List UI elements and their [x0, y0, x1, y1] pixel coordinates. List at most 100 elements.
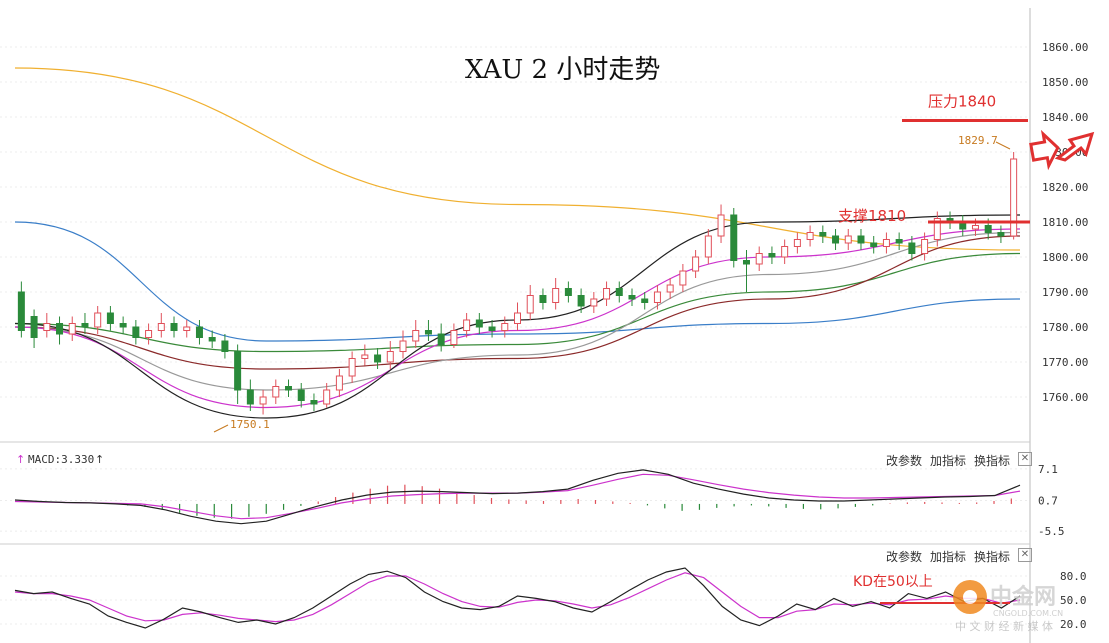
macd-lines	[14, 469, 1021, 525]
cngold-logo: 中金网 CNGOLD.COM.CN 中 文 财 经 新 媒 体	[953, 580, 1063, 633]
ma-line	[14, 235, 1021, 370]
macd-add-indicator-button[interactable]: 加指标	[930, 454, 967, 468]
candle-body	[450, 330, 458, 345]
candle-body	[603, 288, 611, 300]
candle-body	[984, 225, 992, 233]
candle-body	[221, 340, 229, 352]
candle-body	[399, 340, 407, 352]
macd-up-arrow-icon: ↑	[16, 453, 25, 466]
candle-body	[755, 253, 763, 265]
candle-body	[1010, 158, 1018, 237]
candle-body	[208, 337, 216, 342]
svg-text:CNGOLD.COM.CN: CNGOLD.COM.CN	[993, 609, 1063, 618]
candle-body	[17, 291, 25, 331]
candle-body	[768, 253, 776, 258]
low-price-pointer	[213, 424, 229, 433]
kd-k-line	[14, 567, 1021, 629]
candle-body	[106, 312, 114, 324]
candle-body	[921, 239, 929, 254]
macd-tick-label: -5.5	[1038, 525, 1065, 538]
price-tick-label: 1840.00	[1042, 111, 1088, 124]
price-tick-label: 1770.00	[1042, 356, 1088, 369]
chart-title: XAU 2 小时走势	[465, 55, 660, 85]
kd-add-indicator-button[interactable]: 加指标	[930, 550, 967, 564]
candle-body	[692, 256, 700, 272]
candle-body	[908, 242, 916, 254]
macd-params-button[interactable]: 改参数	[886, 454, 923, 468]
candle-body	[971, 225, 979, 230]
kd-d-line	[14, 572, 1021, 623]
candle-body	[577, 295, 585, 307]
kd-swap-indicator-button[interactable]: 换指标	[974, 550, 1011, 564]
candle-body	[424, 330, 432, 335]
kd-close-button[interactable]: ✕	[1018, 548, 1032, 562]
price-tick-label: 1760.00	[1042, 391, 1088, 404]
candle-body	[68, 323, 76, 335]
price-tick-label: 1810.00	[1042, 216, 1088, 229]
candle-body	[361, 354, 369, 359]
candle-body	[56, 323, 64, 335]
candle-body	[323, 389, 331, 405]
kd-lines	[14, 567, 1021, 629]
candle-body	[666, 284, 674, 293]
macd-dea-line	[14, 473, 1021, 520]
macd-close-button[interactable]: ✕	[1018, 452, 1032, 466]
low-price-label: 1750.1	[230, 418, 270, 431]
svg-text:中金网: 中金网	[990, 584, 1056, 610]
candle-body	[832, 235, 840, 244]
candle-body	[183, 326, 191, 331]
candle-body	[475, 319, 483, 328]
candle-body	[552, 288, 560, 303]
candle-body	[539, 295, 547, 303]
candle-body	[730, 214, 738, 261]
candle-body	[641, 298, 649, 303]
macd-value-label: MACD:3.330	[28, 453, 94, 466]
candle-body	[564, 288, 572, 296]
kd-params-button[interactable]: 改参数	[886, 550, 923, 564]
candlesticks	[17, 152, 1018, 415]
candle-body	[374, 354, 382, 363]
candle-body	[246, 389, 254, 405]
macd-tick-label: 0.7	[1038, 494, 1058, 507]
candle-body	[132, 326, 140, 338]
candle-body	[297, 389, 305, 401]
candle-body	[259, 396, 267, 405]
candle-body	[386, 351, 394, 363]
candle-body	[819, 232, 827, 237]
candle-body	[526, 295, 534, 314]
candle-body	[272, 386, 280, 398]
candle-body	[43, 323, 51, 331]
candle-body	[81, 323, 89, 328]
svg-text:中 文 财 经 新 媒 体: 中 文 财 经 新 媒 体	[955, 619, 1053, 633]
kd-axis-ticks: 80.0 50.0 20.0	[1060, 570, 1087, 631]
last-price-pointer	[995, 141, 1011, 150]
kd-tick-label: 80.0	[1060, 570, 1087, 583]
candle-body	[310, 400, 318, 405]
price-axis-ticks: 1860.001850.001840.001830.001820.001810.…	[1042, 41, 1088, 404]
macd-tick-label: 7.1	[1038, 463, 1058, 476]
ma-line	[14, 221, 1021, 342]
candle-body	[933, 218, 941, 240]
price-tick-label: 1820.00	[1042, 181, 1088, 194]
candle-body	[195, 326, 203, 338]
candle-body	[348, 358, 356, 377]
candle-body	[514, 312, 521, 324]
candle-body	[628, 295, 636, 300]
candle-body	[437, 333, 445, 345]
macd-dif-line	[14, 469, 1021, 525]
candle-body	[895, 239, 903, 244]
candle-body	[781, 246, 789, 258]
price-tick-label: 1790.00	[1042, 286, 1088, 299]
candle-body	[157, 323, 165, 331]
candle-body	[30, 316, 38, 338]
candle-body	[882, 239, 890, 247]
candle-body	[170, 323, 178, 331]
candle-body	[488, 326, 496, 331]
macd-axis-ticks: 7.1 0.7 -5.5	[1038, 463, 1065, 538]
kd-tick-label: 50.0	[1060, 594, 1087, 607]
candle-body	[94, 312, 102, 328]
candle-body	[704, 235, 712, 258]
candle-body	[501, 323, 509, 331]
macd-swap-indicator-button[interactable]: 换指标	[974, 454, 1011, 468]
